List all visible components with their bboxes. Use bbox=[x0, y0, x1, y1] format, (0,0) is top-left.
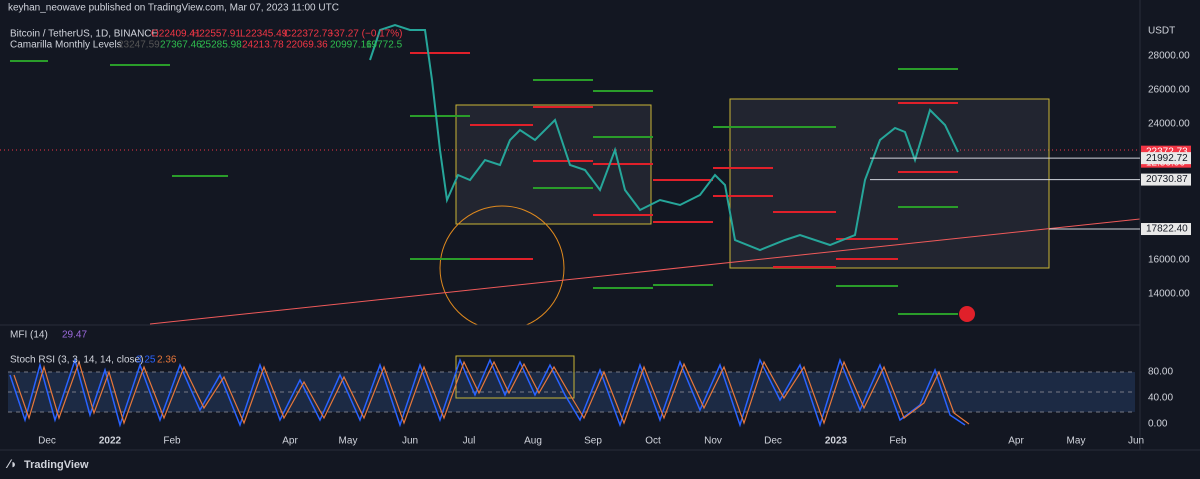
y-tick-label: 28000.00 bbox=[1148, 51, 1190, 62]
level-value: 19772.5 bbox=[366, 40, 403, 51]
circle bbox=[439, 205, 565, 325]
x-tick-label: May bbox=[1067, 436, 1086, 447]
x-tick-label: Apr bbox=[282, 436, 298, 447]
stoch-pane bbox=[8, 355, 1135, 428]
stoch-tick-label: 0.00 bbox=[1148, 419, 1168, 430]
price-label-bg bbox=[1141, 152, 1191, 165]
price-label-bg bbox=[1141, 223, 1191, 236]
logo: ⁄◗ bbox=[5, 457, 17, 471]
x-tick-label: Nov bbox=[704, 436, 722, 447]
stoch-name: Stoch RSI (3, 3, 14, 14, close) bbox=[10, 355, 143, 366]
stoch-tick-label: 40.00 bbox=[1148, 393, 1173, 404]
mfi-name: MFI (14) bbox=[10, 330, 48, 341]
mfi-value: 29.47 bbox=[62, 330, 87, 341]
trend-line bbox=[149, 218, 1140, 325]
x-tick-label: Feb bbox=[163, 436, 181, 447]
price-pane bbox=[0, 23, 1140, 325]
camarilla-levels bbox=[10, 52, 958, 315]
y-tick-label: 14000.00 bbox=[1148, 289, 1190, 300]
level-value: 24213.78 bbox=[242, 40, 284, 51]
ohlc-value: C22372.73 bbox=[284, 29, 333, 40]
box bbox=[455, 355, 575, 399]
footer: TradingView bbox=[24, 459, 89, 471]
x-tick-label: Dec bbox=[38, 436, 56, 447]
price-label: 21992.72 bbox=[1146, 153, 1188, 164]
price-label: 22372.73 bbox=[1146, 146, 1188, 157]
x-tick-label: Oct bbox=[645, 436, 661, 447]
symbol: Bitcoin / TetherUS, 1D, BINANCE bbox=[10, 29, 159, 40]
ohlc-value: H22557.91 bbox=[192, 29, 241, 40]
stoch-k bbox=[9, 357, 966, 428]
published: keyhan_neowave published on TradingView.… bbox=[8, 3, 339, 14]
price-line bbox=[369, 23, 959, 252]
x-tick-label: May bbox=[339, 436, 358, 447]
price-label: 20730.87 bbox=[1146, 174, 1188, 185]
stoch-d bbox=[13, 360, 970, 425]
level-value: 20997.16 bbox=[330, 40, 372, 51]
x-tick-label: Feb bbox=[889, 436, 907, 447]
x-tick-label: Jul bbox=[463, 436, 476, 447]
x-tick-label: Aug bbox=[524, 436, 542, 447]
x-tick-label: 2022 bbox=[99, 436, 122, 447]
stoch-d-value: 2.36 bbox=[157, 355, 177, 366]
level-value: 22069.36 bbox=[286, 40, 328, 51]
x-tick-label: Sep bbox=[584, 436, 602, 447]
stoch-tick-label: 80.00 bbox=[1148, 367, 1173, 378]
x-tick-label: 2023 bbox=[825, 436, 848, 447]
price-label-bg bbox=[1141, 173, 1191, 186]
x-tick-label: Jun bbox=[402, 436, 418, 447]
y-tick-label: 24000.00 bbox=[1148, 119, 1190, 130]
level-value: 27367.46 bbox=[160, 40, 202, 51]
x-tick-label: Dec bbox=[764, 436, 782, 447]
ohlc-value: O22409.41 bbox=[151, 29, 201, 40]
level-value: 25285.98 bbox=[200, 40, 242, 51]
x-tick-label: Apr bbox=[1008, 436, 1024, 447]
currency: USDT bbox=[1148, 26, 1175, 37]
event-icon bbox=[959, 306, 975, 322]
ohlc-value: −37.27 (−0.17%) bbox=[328, 29, 403, 40]
indicator: Camarilla Monthly Levels bbox=[10, 40, 122, 51]
stoch-k-value: 3.25 bbox=[136, 355, 156, 366]
x-tick-label: Jun bbox=[1128, 436, 1144, 447]
level-value: 23247.59 bbox=[118, 40, 160, 51]
y-tick-label: 26000.00 bbox=[1148, 85, 1190, 96]
ohlc-value: L22345.49 bbox=[240, 29, 288, 40]
price-label: 17822.40 bbox=[1146, 224, 1188, 235]
y-tick-label: 16000.00 bbox=[1148, 255, 1190, 266]
